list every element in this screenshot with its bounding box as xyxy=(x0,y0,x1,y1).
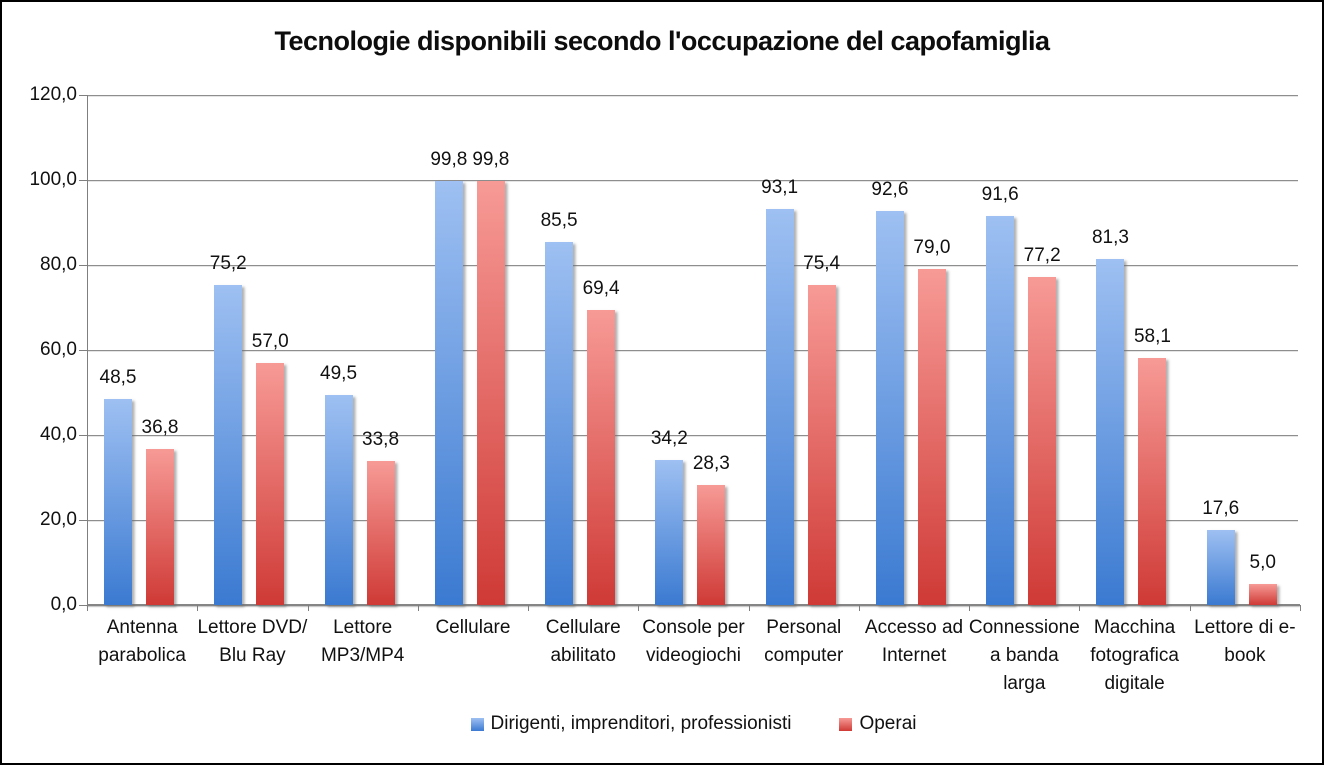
bar-value-label: 58,1 xyxy=(1133,326,1171,348)
legend-swatch-blue-icon xyxy=(470,717,484,731)
gridline xyxy=(87,265,1298,266)
legend-item-dirigenti: Dirigenti, imprenditori, professionisti xyxy=(470,713,792,735)
y-axis-label: 40,0 xyxy=(40,424,77,445)
bar-value-label: 49,5 xyxy=(320,362,358,384)
bar-value-label: 33,8 xyxy=(362,429,400,451)
bar-value-label: 75,2 xyxy=(209,253,247,275)
bar-value-label: 92,6 xyxy=(871,179,909,201)
bar-value-label: 34,2 xyxy=(650,427,688,449)
bar-value-label: 28,3 xyxy=(692,452,730,474)
y-axis-label: 20,0 xyxy=(40,509,77,530)
y-axis-tick xyxy=(79,520,87,521)
bar xyxy=(434,180,463,605)
legend-swatch-red-icon xyxy=(839,717,853,731)
chart-title: Tecnologie disponibili secondo l'occupaz… xyxy=(274,26,1050,56)
bar xyxy=(807,284,836,605)
x-axis-tick xyxy=(1079,605,1080,611)
bar xyxy=(214,285,243,605)
x-axis-label: Personal computer xyxy=(764,617,844,666)
x-axis-tick xyxy=(87,605,88,611)
x-axis-label: Cellulare abilitato xyxy=(545,617,621,666)
x-axis-tick xyxy=(528,605,529,611)
x-axis-tick xyxy=(308,605,309,611)
bar xyxy=(545,241,574,605)
bar xyxy=(324,394,353,605)
bar-value-label: 79,0 xyxy=(913,237,951,259)
legend-item-operai: Operai xyxy=(839,713,916,735)
y-axis-tick xyxy=(79,265,87,266)
x-axis-label: Lettore MP3/MP4 xyxy=(320,617,405,666)
bar xyxy=(256,362,285,605)
bar xyxy=(1248,583,1277,605)
legend: Dirigenti, imprenditori, professionisti … xyxy=(87,713,1300,735)
y-axis-label: 120,0 xyxy=(29,84,77,105)
bar xyxy=(1028,276,1057,605)
bar xyxy=(1206,530,1235,605)
bar xyxy=(655,459,684,605)
bar-value-label: 69,4 xyxy=(582,278,620,300)
x-axis-label: Console per videogiochi xyxy=(642,617,745,666)
bar-value-label: 91,6 xyxy=(981,183,1019,205)
bar-value-label: 99,8 xyxy=(472,148,510,170)
y-axis-tick xyxy=(79,435,87,436)
bar xyxy=(1096,259,1125,605)
y-axis-label: 60,0 xyxy=(40,339,77,360)
y-axis-label: 0,0 xyxy=(50,594,77,615)
y-axis-label: 100,0 xyxy=(29,169,77,190)
x-axis-tick xyxy=(638,605,639,611)
bar xyxy=(917,269,946,605)
bar xyxy=(366,461,395,605)
x-axis-tick xyxy=(1190,605,1191,611)
bar-value-label: 48,5 xyxy=(99,366,137,388)
bar xyxy=(587,310,616,605)
bar xyxy=(146,448,174,605)
y-axis-line xyxy=(87,95,88,605)
x-axis-tick xyxy=(749,605,750,611)
x-axis-label: Lettore DVD/ Blu Ray xyxy=(197,617,308,666)
y-axis-label: 80,0 xyxy=(40,254,77,275)
bar-value-label: 75,4 xyxy=(803,252,841,274)
bar-value-label: 85,5 xyxy=(540,209,578,231)
x-axis-tick xyxy=(969,605,970,611)
x-axis-label: Cellulare xyxy=(435,617,511,638)
bar xyxy=(104,398,132,605)
y-axis-tick xyxy=(79,95,87,96)
y-axis-tick xyxy=(79,180,87,181)
bar xyxy=(986,215,1015,605)
x-axis-line xyxy=(87,604,1300,606)
bar xyxy=(697,484,726,605)
x-axis-tick xyxy=(1300,605,1301,611)
x-axis-tick xyxy=(197,605,198,611)
gridline xyxy=(87,180,1298,181)
bar xyxy=(875,211,904,605)
bar xyxy=(1138,358,1167,605)
x-axis-tick xyxy=(418,605,419,611)
bar-value-label: 99,8 xyxy=(430,148,468,170)
x-axis-label: Lettore di e- book xyxy=(1194,617,1296,666)
x-axis-label: Connessione a banda larga xyxy=(968,617,1080,694)
y-axis-tick xyxy=(79,350,87,351)
bar-value-label: 77,2 xyxy=(1023,244,1061,266)
gridline xyxy=(87,435,1298,436)
x-axis-tick xyxy=(859,605,860,611)
bar xyxy=(476,180,505,605)
legend-label-dirigenti: Dirigenti, imprenditori, professionisti xyxy=(490,713,792,734)
bar-value-label: 57,0 xyxy=(251,330,289,352)
x-axis-label: Macchina fotografica digitale xyxy=(1090,617,1179,694)
bar-value-label: 93,1 xyxy=(761,177,799,199)
bar-value-label: 5,0 xyxy=(1249,551,1276,573)
y-axis-tick xyxy=(79,605,87,606)
gridline xyxy=(87,350,1298,351)
x-axis-label: Accesso ad Internet xyxy=(864,617,964,666)
bar-value-label: 17,6 xyxy=(1202,498,1240,520)
bar xyxy=(765,209,794,605)
gridline xyxy=(87,95,1298,96)
x-axis-label: Antenna parabolica xyxy=(98,617,186,666)
legend-label-operai: Operai xyxy=(859,713,917,734)
gridline xyxy=(87,520,1298,521)
bar-value-label: 36,8 xyxy=(141,416,179,438)
bar-value-label: 81,3 xyxy=(1091,227,1129,249)
